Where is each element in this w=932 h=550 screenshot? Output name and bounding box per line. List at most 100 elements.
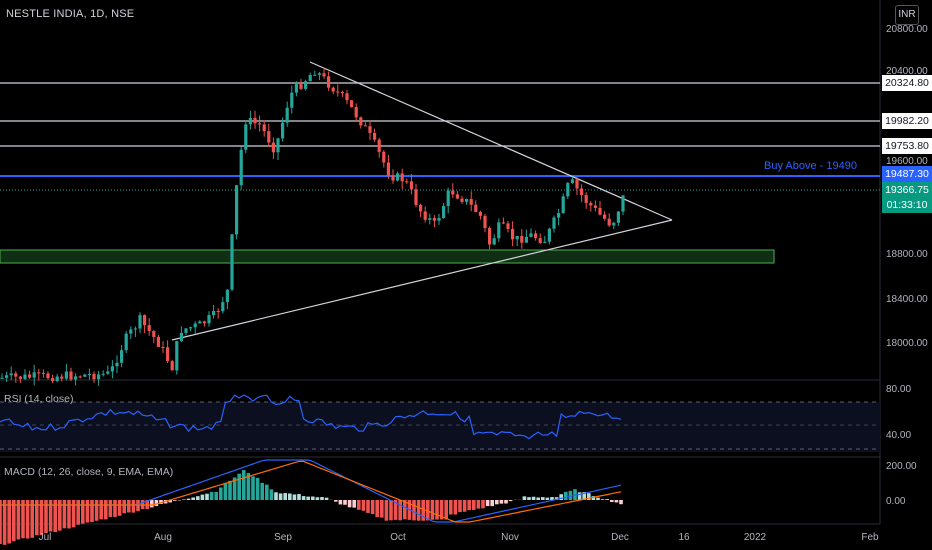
candles-group	[0, 67, 625, 386]
price-tick: 18800.00	[886, 249, 928, 260]
candle	[207, 315, 211, 324]
candle	[60, 376, 64, 379]
candle	[396, 173, 400, 181]
macd-bar	[311, 496, 315, 500]
candle	[570, 179, 574, 184]
macd-bar	[380, 500, 384, 518]
candle	[64, 371, 68, 379]
candle	[156, 336, 160, 347]
candle	[607, 218, 611, 226]
candle	[23, 374, 27, 379]
macd-bar	[596, 497, 600, 500]
macd-bar	[568, 490, 573, 500]
triangle-lower-line[interactable]	[171, 219, 673, 341]
candle	[244, 124, 248, 150]
macd-signal-line[interactable]	[0, 460, 622, 523]
macd-label[interactable]: MACD (12, 26, close, 9, EMA, EMA)	[4, 466, 174, 478]
currency-button[interactable]: INR	[895, 5, 919, 25]
candle	[405, 181, 409, 183]
macd-bar	[472, 500, 476, 510]
macd-bar	[214, 491, 218, 500]
candle	[51, 378, 55, 382]
buy-above-label[interactable]: Buy Above - 19490	[764, 160, 857, 172]
candle	[368, 126, 372, 133]
candle	[258, 123, 262, 125]
price-tag-resistance-1[interactable]: 20324.80	[882, 75, 932, 91]
candle	[253, 118, 257, 124]
candle	[543, 241, 547, 243]
macd-bar	[223, 482, 228, 500]
candle	[216, 311, 220, 313]
macd-bar	[384, 500, 389, 521]
price-tag-resistance-3[interactable]: 19753.80	[882, 138, 932, 154]
macd-bar	[232, 477, 237, 500]
macd-bar	[416, 500, 421, 521]
candle	[106, 371, 110, 374]
macd-bar	[159, 500, 163, 504]
candle	[9, 373, 13, 376]
candle	[69, 371, 73, 380]
macd-bar	[288, 493, 292, 500]
macd-bar	[467, 500, 471, 511]
candle	[511, 228, 515, 240]
macd-bar	[246, 472, 251, 500]
time-label: Nov	[501, 532, 519, 543]
price-tag-last[interactable]: 19366.75	[882, 182, 932, 198]
price-tick: 20800.00	[886, 24, 928, 35]
macd-bar	[35, 500, 39, 536]
candle	[193, 323, 197, 328]
macd-bar	[536, 497, 540, 500]
candle	[248, 118, 252, 125]
candle	[55, 376, 59, 382]
candle	[235, 185, 239, 235]
candle	[313, 74, 317, 76]
candle	[428, 218, 432, 220]
candle	[179, 332, 183, 342]
candle	[460, 198, 464, 202]
time-label: Dec	[611, 532, 629, 543]
macd-bar	[90, 500, 94, 523]
macd-bar	[306, 496, 310, 500]
macd-bar	[131, 500, 136, 513]
candle	[5, 375, 9, 378]
price-tag-resistance-2[interactable]: 19982.20	[882, 113, 932, 129]
macd-bar	[476, 500, 481, 509]
macd-bar	[605, 499, 609, 500]
candle	[294, 84, 298, 93]
macd-bar	[228, 480, 232, 500]
candle	[221, 302, 225, 312]
candle	[317, 73, 321, 75]
macd-bar	[251, 476, 255, 500]
candle	[166, 347, 170, 362]
macd-bar	[495, 500, 499, 505]
rsi-line[interactable]	[0, 394, 622, 440]
price-tick: 19600.00	[886, 156, 928, 167]
triangle-upper-line[interactable]	[309, 61, 673, 221]
macd-bar	[278, 493, 283, 500]
candle	[331, 87, 335, 92]
macd-bar	[370, 500, 375, 515]
candle	[299, 84, 303, 89]
candle	[74, 376, 78, 380]
macd-bar	[274, 492, 278, 500]
macd-bar	[522, 496, 527, 500]
macd-bar	[81, 500, 85, 524]
candle	[386, 162, 390, 176]
macd-bar	[30, 500, 34, 538]
macd-bar	[352, 500, 356, 508]
rsi-label[interactable]: RSI (14, close)	[4, 393, 74, 405]
price-tick: 18000.00	[886, 338, 928, 349]
candle	[603, 214, 607, 219]
macd-bar	[338, 500, 343, 505]
macd-bar	[104, 500, 108, 520]
macd-bar	[430, 500, 435, 520]
macd-bar	[426, 500, 430, 521]
candle	[584, 195, 588, 203]
macd-bar	[403, 500, 407, 520]
macd-bar	[320, 497, 324, 500]
rsi-tick: 40.00	[886, 430, 912, 441]
support-zone[interactable]	[0, 249, 775, 264]
price-tag-buy[interactable]: 19487.30	[882, 166, 932, 182]
macd-bar	[0, 500, 2, 545]
